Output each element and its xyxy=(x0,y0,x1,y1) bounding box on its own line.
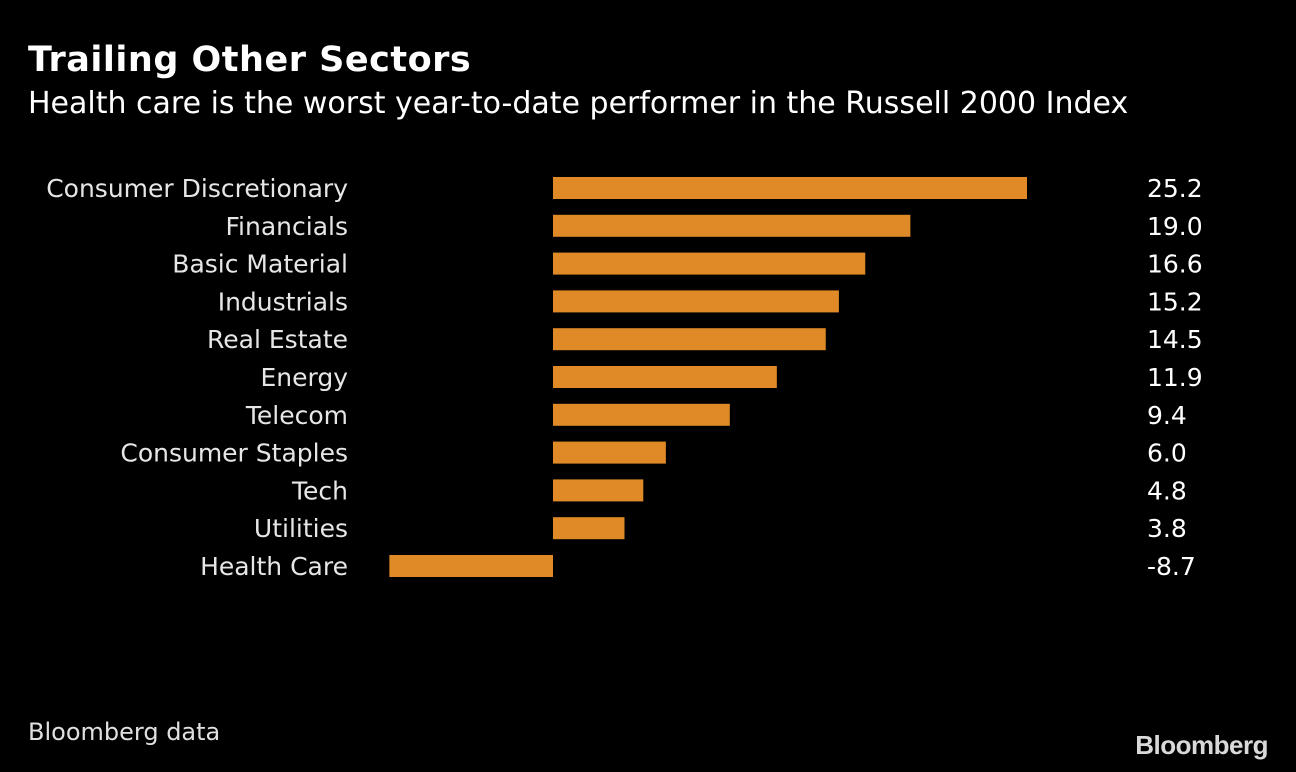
category-label-financials: Financials xyxy=(226,212,349,241)
value-label-consumer-staples: 6.0 xyxy=(1147,439,1187,468)
category-label-real-estate: Real Estate xyxy=(207,325,348,354)
value-label-energy: 11.9 xyxy=(1147,363,1203,392)
bloomberg-logo: Bloomberg xyxy=(1135,730,1268,760)
bar-energy xyxy=(553,366,777,388)
category-label-telecom: Telecom xyxy=(245,401,348,430)
bar-industrials xyxy=(553,290,839,313)
category-label-utilities: Utilities xyxy=(254,514,348,543)
source-note: Bloomberg data xyxy=(28,718,221,746)
bar-telecom xyxy=(553,403,730,426)
category-label-tech: Tech xyxy=(291,476,348,505)
value-label-utilities: 3.8 xyxy=(1147,514,1187,543)
value-label-basic-material: 16.6 xyxy=(1147,250,1203,279)
category-label-energy: Energy xyxy=(260,363,348,392)
bar-financials xyxy=(553,214,911,237)
value-label-telecom: 9.4 xyxy=(1147,401,1187,430)
value-label-industrials: 15.2 xyxy=(1147,287,1203,316)
value-label-tech: 4.8 xyxy=(1147,476,1187,505)
bar-consumer-discretionary xyxy=(553,177,1027,199)
bar-real-estate xyxy=(553,328,826,351)
bar-utilities xyxy=(553,517,625,540)
value-label-real-estate: 14.5 xyxy=(1147,325,1203,354)
bar-consumer-staples xyxy=(553,441,666,464)
bar-tech xyxy=(553,479,644,502)
value-label-financials: 19.0 xyxy=(1147,212,1203,241)
category-label-industrials: Industrials xyxy=(218,287,348,316)
category-label-consumer-staples: Consumer Staples xyxy=(120,439,348,468)
category-label-consumer-discretionary: Consumer Discretionary xyxy=(46,174,348,203)
value-label-health-care: -8.7 xyxy=(1147,552,1196,581)
category-label-basic-material: Basic Material xyxy=(172,250,348,279)
chart-title: Trailing Other Sectors xyxy=(28,40,472,80)
category-label-health-care: Health Care xyxy=(200,552,348,581)
bar-basic-material xyxy=(553,252,866,275)
chart-subtitle: Health care is the worst year-to-date pe… xyxy=(28,86,1129,121)
bar-health-care xyxy=(389,555,553,577)
value-label-consumer-discretionary: 25.2 xyxy=(1147,174,1203,203)
